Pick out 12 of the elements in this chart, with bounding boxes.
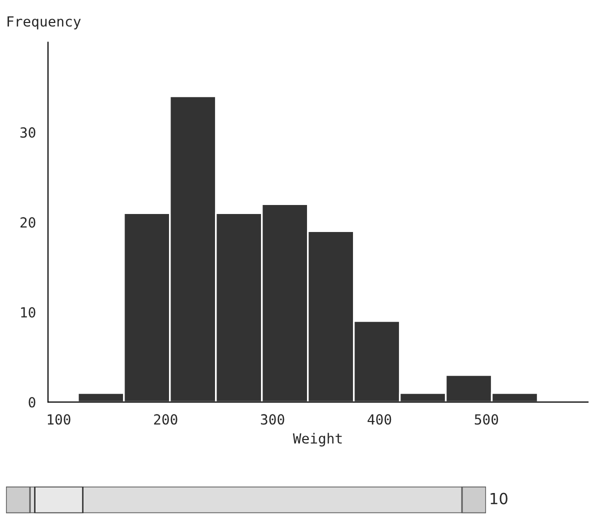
x-tick-label: 100 [48,414,70,425]
x-tick-label: 500 [474,414,498,425]
y-tick-label: 10 [21,307,36,318]
y-tick-label: 0 [28,397,36,408]
y-tick-label: 20 [20,217,36,228]
text: 10 [490,492,508,504]
y-tick-label: 30 [20,127,36,138]
x-tick-label: 400 [368,414,392,425]
x-tick-label: 200 [154,414,178,425]
y-axis-title: Frequency [8,16,81,30]
x-axis-title: Weight [292,432,342,446]
x-tick-label: 300 [260,414,284,425]
